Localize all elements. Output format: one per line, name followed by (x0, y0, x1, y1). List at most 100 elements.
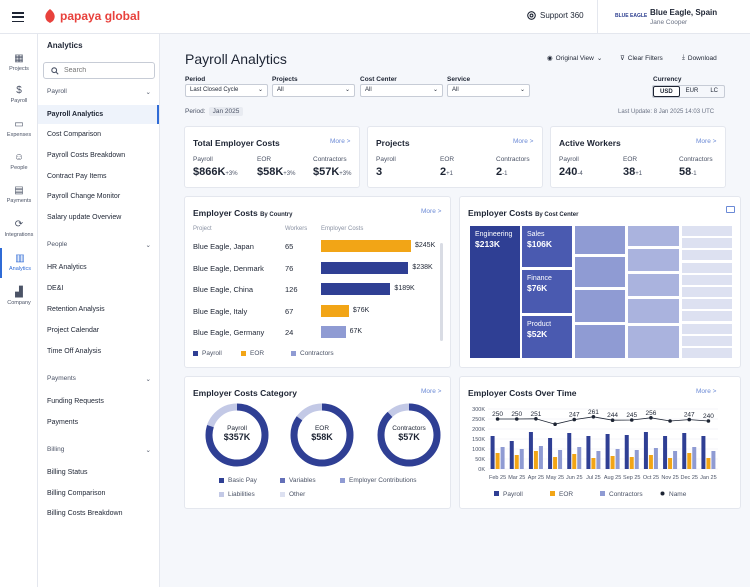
currency-option-usd[interactable]: USD (653, 86, 680, 97)
sidebar-item[interactable]: Cost Comparison (47, 131, 102, 138)
sidebar-item[interactable]: Funding Requests (47, 398, 104, 405)
donut-payroll[interactable]: Payroll $357K (205, 403, 269, 467)
country-bar[interactable] (321, 326, 346, 338)
company-name[interactable]: Blue Eagle, Spain (650, 8, 718, 17)
treemap-tile[interactable] (574, 289, 626, 323)
scrollbar[interactable] (440, 243, 443, 341)
more-link[interactable]: More > (696, 388, 717, 395)
rail-item-payments[interactable]: ▤ Payments (0, 180, 38, 210)
sidebar-item[interactable]: HR Analytics (47, 264, 87, 271)
treemap-tile-sales[interactable]: Sales $106K (521, 225, 573, 268)
sidebar-item[interactable]: Project Calendar (47, 327, 100, 334)
treemap-tile[interactable] (681, 322, 733, 335)
treemap-tile[interactable] (681, 286, 733, 298)
donut-label: EOR $58K (290, 425, 354, 442)
treemap-tile[interactable] (627, 273, 680, 297)
donut-label: Payroll $357K (205, 425, 269, 442)
treemap-tile[interactable] (627, 325, 680, 359)
papaya-logo-icon (45, 9, 55, 23)
line-point (495, 417, 500, 421)
sidebar-item[interactable]: Time Off Analysis (47, 348, 102, 355)
treemap-tile[interactable] (574, 256, 626, 288)
sidebar-item[interactable]: Salary update Overview (47, 214, 122, 221)
treemap-tile[interactable] (681, 237, 733, 250)
donut-eor[interactable]: EOR $58K (290, 403, 354, 467)
y-tick-label: 100K (472, 447, 485, 453)
search-input[interactable] (64, 67, 144, 74)
rail-item-projects[interactable]: ▦ Projects (0, 48, 38, 78)
app-logo[interactable]: papaya global (44, 9, 140, 23)
treemap-tile[interactable] (627, 248, 680, 272)
rail-item-payroll[interactable]: $ Payroll (0, 80, 38, 110)
country-bar[interactable] (321, 304, 349, 317)
treemap-tile[interactable] (681, 347, 733, 359)
sidebar-section-payments[interactable]: Payments ⌄ (47, 375, 151, 383)
treemap-tile[interactable] (681, 225, 733, 237)
kpi-value: 38+1 (623, 166, 642, 178)
expand-icon[interactable] (726, 206, 735, 213)
rail-item-analytics[interactable]: ▥ Analytics (0, 248, 38, 278)
kpi-number: 240 (559, 166, 578, 178)
country-bar[interactable] (321, 261, 409, 274)
support-button[interactable]: Support 360 (527, 11, 584, 20)
donut-contractors[interactable]: Contractors $57K (377, 403, 441, 467)
x-tick-label: Oct 25 (643, 475, 659, 481)
legend-item: Contractors (291, 350, 334, 357)
more-link[interactable]: More > (513, 138, 534, 145)
sidebar-item[interactable]: Payments (47, 419, 79, 426)
kpi-number: $57K (313, 166, 340, 178)
sidebar-item[interactable]: Contract Pay Items (47, 173, 107, 180)
rail-item-integrations[interactable]: ⟳ Integrations (0, 214, 38, 244)
country-bar[interactable] (321, 240, 411, 252)
treemap-tile[interactable] (681, 261, 733, 274)
bar-contractors (577, 447, 582, 469)
sidebar-item[interactable]: Payroll Analytics (38, 105, 159, 124)
treemap-tile[interactable] (681, 249, 733, 262)
download-button[interactable]: ⤓ Download (682, 54, 717, 62)
sidebar-section-billing[interactable]: Billing ⌄ (47, 446, 151, 454)
treemap-tile-product[interactable]: Product $52K (521, 315, 573, 359)
cc-subtitle: By Cost Center (535, 212, 579, 218)
projects-select[interactable]: All ⌄ (272, 84, 355, 97)
sidebar-item[interactable]: DE&I (47, 285, 64, 292)
treemap-tile[interactable] (627, 298, 680, 324)
search-box[interactable] (43, 62, 155, 79)
treemap-tile[interactable] (574, 225, 626, 255)
treemap-tile[interactable] (681, 273, 733, 286)
sidebar-item[interactable]: Billing Costs Breakdown (47, 510, 123, 517)
rail-item-expenses[interactable]: ▭ Expenses (0, 114, 38, 144)
treemap-tile[interactable] (681, 298, 733, 311)
rail-item-company[interactable]: ▟ Company (0, 282, 38, 312)
menu-icon[interactable] (12, 12, 24, 22)
treemap-tile-finance[interactable]: Finance $76K (521, 269, 573, 314)
service-select[interactable]: All ⌄ (447, 84, 530, 97)
period-info: Period: Jan 2025 (185, 107, 244, 116)
sidebar-section-payroll[interactable]: Payroll ⌄ (47, 88, 151, 96)
treemap-tile[interactable] (681, 334, 733, 347)
currency-option-eur[interactable]: EUR (685, 88, 699, 94)
bar-eor (687, 453, 692, 469)
sidebar-item[interactable]: Billing Comparison (47, 490, 106, 497)
treemap-tile[interactable] (574, 324, 626, 359)
rail-item-people[interactable]: ☺ People (0, 147, 38, 177)
period-select[interactable]: Last Closed Cycle ⌄ (185, 84, 268, 97)
more-link[interactable]: More > (330, 138, 351, 145)
treemap-tile[interactable] (627, 225, 680, 247)
more-link[interactable]: More > (421, 388, 442, 395)
currency-option-lc[interactable]: LC (710, 88, 719, 94)
sidebar-item[interactable]: Payroll Change Monitor (47, 193, 121, 200)
sidebar-item[interactable]: Retention Analysis (47, 306, 105, 313)
sidebar-section-people[interactable]: People ⌄ (47, 241, 151, 249)
x-tick-label: Sep 25 (623, 475, 640, 481)
original-view-dropdown[interactable]: ◉ Original View ⌄ (547, 54, 602, 63)
clear-filters-button[interactable]: ⊽ Clear Filters (620, 54, 663, 63)
more-link[interactable]: More > (421, 208, 442, 215)
sidebar-item[interactable]: Payroll Costs Breakdown (47, 152, 126, 159)
x-tick-label: Mar 25 (508, 475, 525, 481)
cost-center-select[interactable]: All ⌄ (360, 84, 443, 97)
treemap-tile[interactable] (681, 310, 733, 323)
treemap-tile-engineering[interactable]: Engineering $213K (469, 225, 521, 359)
sidebar-item[interactable]: Billing Status (47, 469, 88, 476)
country-bar[interactable] (321, 283, 391, 295)
more-link[interactable]: More > (696, 138, 717, 145)
